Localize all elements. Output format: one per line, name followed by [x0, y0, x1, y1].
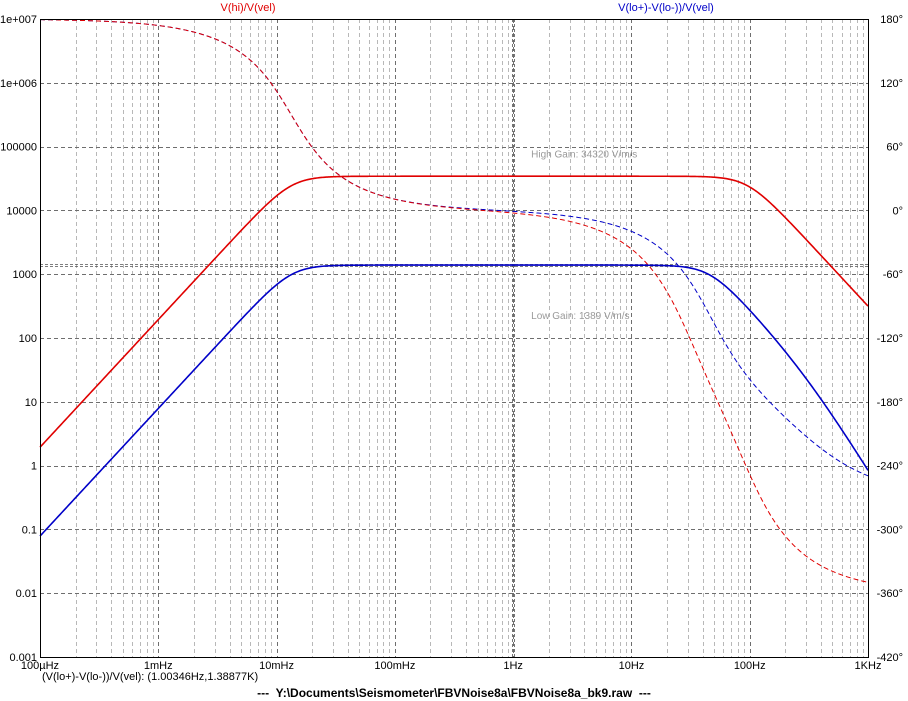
y-left-tick-label: 1e+006	[0, 78, 37, 90]
y-right-tick-label: -120°	[877, 333, 903, 345]
cursor-crosshair[interactable]	[40, 19, 868, 657]
cursor-readout: (V(lo+)-V(lo-))/V(vel): (1.00346Hz,1.388…	[42, 671, 259, 683]
annotations: High Gain: 34320 V/m/s Low Gain: 1389 V/m…	[531, 150, 637, 322]
curve-red-magnitude	[39, 175, 869, 448]
plot-frame	[40, 19, 869, 658]
y-right-axis-ticks: 180° 120° 60° 0° -60° -120° -180° -240° -300° -36…	[877, 14, 903, 664]
y-left-tick-label: 100	[19, 333, 37, 345]
y-right-tick-label: -240°	[877, 461, 903, 473]
y-left-tick-label: 100000	[0, 142, 37, 154]
y-left-tick-label: 0.01	[16, 588, 37, 600]
y-right-tick-label: -300°	[877, 524, 903, 536]
curve-red-phase	[39, 19, 869, 583]
file-path-footer: --- Y:\Documents\Seismometer\FBVNoise8a\…	[257, 686, 651, 700]
y-left-tick-label: 10000	[6, 205, 37, 217]
x-tick-label: 100Hz	[734, 660, 766, 671]
x-tick-label: 1mHz	[144, 660, 173, 671]
y-left-tick-label: 0.1	[22, 524, 37, 536]
y-left-tick-label: 1e+007	[0, 14, 37, 26]
low-gain-label: Low Gain: 1389 V/m/s	[531, 311, 629, 322]
y-left-tick-label: 0.001	[9, 652, 37, 664]
legend: V(hi)/V(vel) V(lo+)-V(lo-))/V(vel)	[220, 2, 713, 14]
curve-blue-magnitude	[39, 264, 869, 537]
bode-plot[interactable]: 100µHz 1mHz 10mHz 100mHz 1Hz 10Hz 100Hz 1KHz 1e…	[0, 0, 908, 671]
y-right-tick-label: -60°	[883, 269, 903, 281]
x-tick-label: 10mHz	[259, 660, 294, 671]
y-right-tick-label: 60°	[886, 142, 903, 154]
y-right-tick-label: 0°	[892, 205, 903, 217]
x-tick-label: 1KHz	[855, 660, 882, 671]
legend-series-blue: V(lo+)-V(lo-))/V(vel)	[618, 2, 714, 14]
y-right-tick-label: -360°	[877, 588, 903, 600]
y-left-tick-label: 10	[25, 397, 37, 409]
y-left-tick-label: 1	[31, 461, 37, 473]
y-right-tick-label: -420°	[877, 652, 903, 664]
legend-series-red: V(hi)/V(vel)	[220, 2, 275, 14]
x-tick-label: 100mHz	[374, 660, 415, 671]
y-right-tick-label: -180°	[877, 397, 903, 409]
y-right-tick-label: 120°	[880, 78, 903, 90]
y-left-axis-ticks: 1e+007 1e+006 100000 10000 1000 100 10 1 0.1 0.01…	[0, 14, 37, 664]
x-tick-label: 1Hz	[503, 660, 523, 671]
high-gain-label: High Gain: 34320 V/m/s	[531, 150, 637, 161]
y-right-tick-label: 180°	[880, 14, 903, 26]
x-tick-label: 10Hz	[619, 660, 645, 671]
x-tick-label: 100µHz	[21, 660, 59, 671]
curves	[39, 19, 869, 583]
x-axis-ticks: 100µHz 1mHz 10mHz 100mHz 1Hz 10Hz 100Hz 1KHz	[21, 660, 882, 671]
y-left-tick-label: 1000	[13, 269, 37, 281]
